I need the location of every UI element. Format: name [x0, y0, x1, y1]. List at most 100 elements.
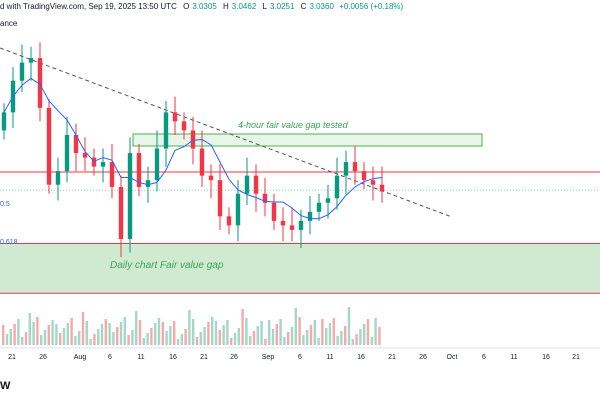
x-tick-label: 26 [419, 354, 427, 361]
volume-bar [28, 313, 31, 345]
annotation-daily-fvg: Daily chart Fair value gap [110, 260, 224, 271]
daily-fvg-zone [0, 243, 600, 294]
volume-bar [104, 319, 107, 345]
volume-bar [108, 323, 111, 345]
volume-bar [131, 330, 134, 345]
volume-bar [70, 318, 73, 345]
candle-body [379, 184, 385, 192]
volume-bar [279, 319, 282, 345]
volume-bar [359, 329, 362, 345]
volume-bar [47, 325, 50, 345]
volume-bar [290, 327, 294, 345]
volume-bar [192, 319, 195, 345]
volume-bar [294, 308, 297, 345]
volume-bar [230, 338, 233, 345]
volume-bar [5, 334, 9, 345]
volume-bar [283, 337, 286, 345]
high-value: 3.0462 [231, 2, 257, 11]
volume-bar [157, 318, 161, 345]
candle-body [172, 112, 178, 122]
candle-body [127, 153, 133, 239]
x-tick-label: Sep [262, 354, 275, 361]
volume-bar [287, 332, 290, 345]
candle-body [19, 62, 25, 81]
candle-body [145, 180, 151, 187]
candle-body [199, 148, 205, 176]
volume-bar [119, 322, 123, 345]
candle-body [109, 162, 115, 187]
candle-body [1, 112, 7, 131]
symbol-suffix: ance [0, 19, 18, 28]
volume-bar [222, 325, 225, 345]
x-tick-label: 6 [108, 354, 112, 361]
candle-body [298, 220, 304, 230]
volume-bar [180, 334, 183, 345]
volume-bar [298, 317, 301, 345]
zones-layer [0, 133, 600, 294]
candle-body [217, 180, 223, 217]
volume-bar [142, 338, 145, 345]
candle-body [136, 153, 142, 187]
volume-bar [241, 309, 244, 345]
volume-bar [347, 307, 351, 345]
volume-bar [127, 335, 130, 345]
volume-bar [184, 329, 187, 345]
candle-body [325, 198, 331, 203]
candle-body [181, 121, 187, 131]
low-label: L [262, 2, 267, 11]
x-axis: 21 26 Aug 6 11 16 21 26 Sep 6 11 16 21 26 Oct 6 11 16 21 [0, 347, 600, 361]
x-tick-label: 16 [357, 354, 365, 361]
close-label: C [300, 2, 307, 11]
volume-bar [135, 311, 138, 345]
volume-bar [199, 332, 202, 345]
volume-bar [154, 323, 157, 345]
volume-bar [271, 329, 275, 345]
high-label: H [223, 2, 229, 11]
candle-body [262, 193, 268, 203]
candle-body [91, 157, 97, 167]
open-value: 3.0305 [192, 2, 217, 11]
candle-body [46, 107, 52, 185]
volume-bar [78, 331, 81, 345]
x-tick-label: 21 [200, 354, 208, 361]
candle-body [361, 171, 367, 181]
volume-bar [17, 319, 20, 345]
candle-body [316, 202, 322, 212]
candle-body [289, 225, 295, 230]
volume-bar [233, 333, 237, 345]
volume-bar [176, 339, 180, 345]
volume-bar [43, 330, 47, 345]
volume-bar [85, 321, 88, 345]
x-tick-label: 16 [169, 354, 177, 361]
ohlc-header: d with TradingView.com, Sep 19, 2025 13:… [0, 2, 403, 11]
volume-bar [370, 337, 373, 345]
volume-bar [62, 328, 66, 345]
volume-bar [36, 317, 39, 345]
volume-bar [112, 332, 115, 345]
volume-bar [74, 336, 77, 345]
volume-bar [340, 331, 343, 345]
volume-bar [275, 324, 278, 345]
volume-bar [13, 324, 16, 345]
x-tick-label: 26 [230, 354, 238, 361]
x-tick-label: 11 [510, 354, 517, 361]
candles-layer [1, 42, 385, 258]
candle-body [190, 130, 196, 149]
volume-bar [378, 327, 381, 345]
volume-bar [207, 322, 210, 345]
x-tick-label: Aug [74, 354, 87, 361]
volume-bar [188, 310, 191, 345]
volume-bar [325, 328, 328, 345]
open-label: O [183, 2, 190, 11]
volume-bar [9, 329, 12, 345]
volume-bar [313, 320, 316, 345]
volume-bar [32, 322, 35, 345]
volume-bar [249, 336, 252, 345]
volume-bar [169, 326, 172, 345]
candle-body [37, 58, 43, 108]
volume-bar [123, 317, 126, 345]
volume-bar [24, 332, 28, 345]
volume-bar [146, 333, 149, 345]
